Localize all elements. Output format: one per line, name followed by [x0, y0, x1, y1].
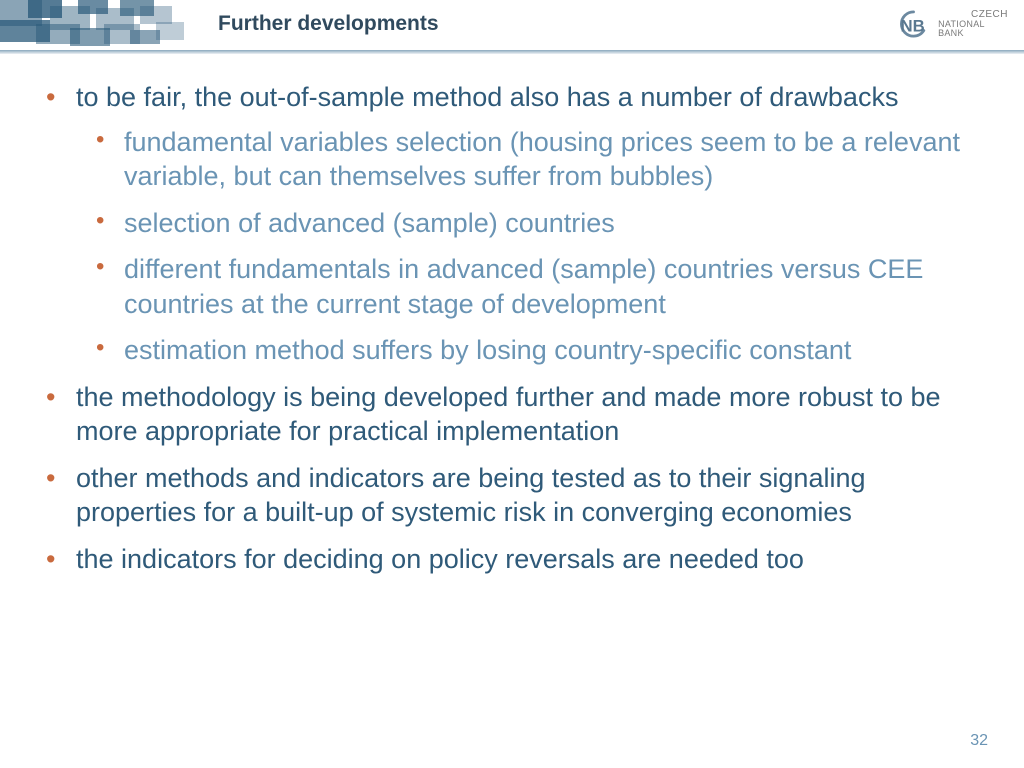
bullet-text: selection of advanced (sample) countries	[124, 208, 615, 238]
page-number: 32	[970, 732, 988, 750]
cnb-logo: NB CZECH NATIONAL BANK	[893, 6, 1008, 42]
list-item: the methodology is being developed furth…	[38, 380, 984, 449]
cnb-logo-mark: NB	[893, 7, 934, 41]
bullet-text: different fundamentals in advanced (samp…	[124, 254, 923, 319]
slide-header: Further developments NB CZECH NATIONAL B…	[0, 0, 1024, 56]
list-item: different fundamentals in advanced (samp…	[76, 252, 984, 321]
bullet-text: estimation method suffers by losing coun…	[124, 335, 851, 365]
bullet-list-l1: to be fair, the out-of-sample method als…	[38, 80, 984, 577]
slide-content: to be fair, the out-of-sample method als…	[38, 80, 984, 589]
header-divider	[0, 50, 1024, 54]
cnb-logo-text: CZECH NATIONAL BANK	[938, 10, 1008, 38]
corner-decoration	[0, 0, 200, 50]
bullet-list-l2: fundamental variables selection (housing…	[76, 125, 984, 368]
bullet-text: fundamental variables selection (housing…	[124, 127, 960, 192]
logo-line2: NATIONAL BANK	[938, 20, 1008, 38]
list-item: other methods and indicators are being t…	[38, 461, 984, 530]
slide-title: Further developments	[218, 12, 439, 36]
list-item: the indicators for deciding on policy re…	[38, 542, 984, 577]
bullet-text: the methodology is being developed furth…	[76, 382, 941, 447]
list-item: to be fair, the out-of-sample method als…	[38, 80, 984, 368]
bullet-text: other methods and indicators are being t…	[76, 463, 866, 528]
list-item: estimation method suffers by losing coun…	[76, 333, 984, 368]
list-item: fundamental variables selection (housing…	[76, 125, 984, 194]
list-item: selection of advanced (sample) countries	[76, 206, 984, 241]
svg-text:NB: NB	[900, 16, 924, 35]
bullet-text: to be fair, the out-of-sample method als…	[76, 82, 898, 112]
bullet-text: the indicators for deciding on policy re…	[76, 544, 804, 574]
